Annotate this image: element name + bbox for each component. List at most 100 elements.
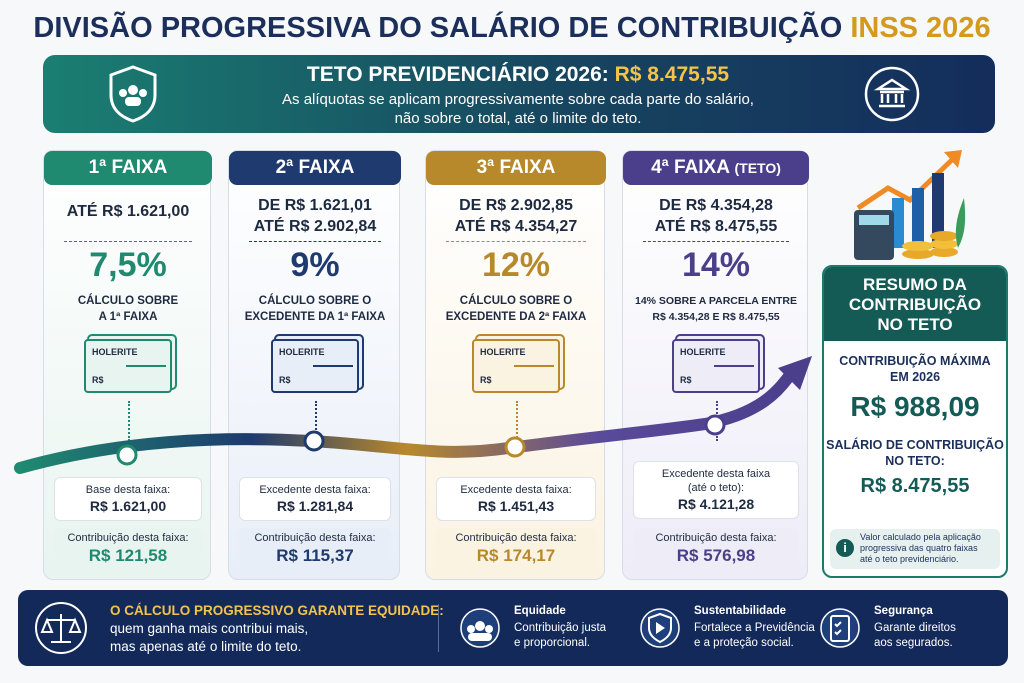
- summary-max-label: CONTRIBUIÇÃO MÁXIMA EM 2026: [824, 353, 1006, 385]
- contribution-label: Contribuição desta faixa:: [254, 532, 376, 544]
- contribution-label: Contribuição desta faixa:: [67, 532, 189, 544]
- base-box: Base desta faixa: R$ 1.621,00: [54, 477, 202, 521]
- bracket-range-line: ATÉ R$ 8.475,55: [654, 218, 778, 235]
- bracket-divider: [643, 241, 789, 242]
- base-box: Excedente desta faixa: R$ 1.281,84: [239, 477, 391, 521]
- payslip-currency: R$: [92, 375, 104, 385]
- bracket-header: 4ª FAIXA (TETO): [623, 151, 809, 185]
- bracket-card: 3ª FAIXA DE R$ 2.902,85 ATÉ R$ 4.354,27 12%…: [425, 150, 606, 580]
- bracket-divider: [64, 241, 192, 242]
- footer-item-title: Equidade: [514, 605, 566, 617]
- bracket-rate: 12%: [481, 246, 551, 284]
- summary-salary-line: NO TETO:: [885, 454, 945, 468]
- footer-item: Sustentabilidade Fortalece a Previdência e…: [694, 604, 815, 651]
- contribution-box: Contribuição desta faixa: R$ 174,17: [436, 528, 596, 574]
- info-icon: i: [836, 539, 854, 557]
- bracket-range-line: DE R$ 4.354,28: [659, 197, 773, 214]
- bracket-range-line: ATÉ R$ 4.354,27: [454, 218, 578, 235]
- bracket-range: DE R$ 2.902,85 ATÉ R$ 4.354,27: [426, 195, 606, 237]
- footer-item-line: e proporcional.: [514, 637, 591, 649]
- bracket-description-line: EXCEDENTE DA 1ª FAIXA: [244, 311, 386, 323]
- bracket-range: DE R$ 4.354,28 ATÉ R$ 8.475,55: [623, 195, 809, 237]
- banner-lines: As alíquotas se aplicam progressivamente…: [193, 90, 843, 128]
- summary-note-line: até o teto previdenciário.: [860, 554, 959, 564]
- payslip-line: [714, 365, 754, 367]
- wave-dot: [303, 430, 325, 452]
- footer-item-line: e a proteção social.: [694, 637, 794, 649]
- summary-note: i Valor calculado pela aplicação progress…: [830, 529, 1000, 569]
- summary-max-line: EM 2026: [889, 370, 941, 384]
- bracket-card: 4ª FAIXA (TETO) DE R$ 4.354,28 ATÉ R$ 8.47…: [622, 150, 809, 580]
- summary-title-line: CONTRIBUIÇÃO: [848, 295, 982, 314]
- footer-line: quem ganha mais contribui mais,: [110, 621, 309, 636]
- bracket-range-line: DE R$ 1.621,01: [258, 197, 372, 214]
- base-box: Excedente desta faixa: R$ 1.451,43: [436, 477, 596, 521]
- footer-item-icon: [460, 608, 500, 648]
- payslip-line: [514, 365, 554, 367]
- footer-item-line: Contribuição justa: [514, 622, 607, 634]
- banner-value: R$ 8.475,55: [614, 63, 730, 86]
- base-value: R$ 1.621,00: [89, 498, 167, 514]
- title-main: DIVISÃO PROGRESSIVA DO SALÁRIO DE CONTRI…: [33, 12, 843, 44]
- footer-highlight: O CÁLCULO PROGRESSIVO GARANTE EQUIDADE:: [110, 603, 444, 618]
- base-label: Excedente desta faixa:: [460, 484, 572, 496]
- footer-item-line: Garante direitos: [874, 622, 956, 634]
- footer: O CÁLCULO PROGRESSIVO GARANTE EQUIDADE: …: [18, 590, 1008, 666]
- bracket-card: 2ª FAIXA DE R$ 1.621,01 ATÉ R$ 2.902,84 9% C…: [228, 150, 401, 580]
- summary-note-line: progressiva das quatro faixas: [860, 543, 978, 553]
- bracket-range: DE R$ 1.621,01 ATÉ R$ 2.902,84: [229, 195, 401, 237]
- summary-note-text: Valor calculado pela aplicação progressiv…: [860, 532, 981, 565]
- contribution-value: R$ 174,17: [476, 546, 556, 565]
- bracket-divider: [446, 241, 586, 242]
- summary-note-line: Valor calculado pela aplicação: [860, 532, 981, 542]
- footer-item: Segurança Garante direitos aos segurados.: [874, 604, 956, 651]
- base-label: (até o teto):: [687, 482, 745, 494]
- bracket-range: ATÉ R$ 1.621,00: [44, 201, 212, 222]
- bracket-rate: 14%: [681, 246, 751, 284]
- bracket-description-line: R$ 4.354,28 E R$ 8.475,55: [652, 311, 780, 323]
- payslip-line: [126, 365, 166, 367]
- summary-title: RESUMO DA CONTRIBUIÇÃO NO TETO: [824, 267, 1006, 341]
- bracket-description: CÁLCULO SOBRE A 1ª FAIXA: [44, 293, 212, 325]
- payslip-label: HOLERITE: [279, 347, 325, 357]
- payslip: HOLERITE R$: [672, 339, 760, 393]
- contribution-box: Contribuição desta faixa: R$ 576,98: [633, 528, 799, 574]
- payslip-currency: R$: [480, 375, 492, 385]
- scale-icon: [35, 602, 87, 654]
- bracket-card: 1ª FAIXA ATÉ R$ 1.621,00 7,5% CÁLCULO SOBRE…: [43, 150, 212, 580]
- bracket-range-line: DE R$ 2.902,85: [459, 197, 573, 214]
- chart-icon: [854, 150, 966, 260]
- connector: [315, 401, 317, 441]
- payslip-label: HOLERITE: [92, 347, 138, 357]
- payslip: HOLERITE R$: [84, 339, 172, 393]
- payslip: HOLERITE R$: [271, 339, 359, 393]
- base-value: R$ 1.451,43: [477, 498, 555, 514]
- footer-statement: O CÁLCULO PROGRESSIVO GARANTE EQUIDADE: …: [110, 602, 444, 656]
- bracket-description: CÁLCULO SOBRE O EXCEDENTE DA 1ª FAIXA: [229, 293, 401, 325]
- bracket-description-line: 14% SOBRE A PARCELA ENTRE: [635, 295, 797, 307]
- base-label: Excedente desta faixa:: [259, 484, 371, 496]
- contribution-box: Contribuição desta faixa: R$ 121,58: [54, 528, 202, 574]
- payslip-currency: R$: [680, 375, 692, 385]
- footer-item-icon: [820, 608, 860, 648]
- payslip-label: HOLERITE: [680, 347, 726, 357]
- shield-icon: [109, 65, 157, 123]
- summary-salary-value: R$ 8.475,55: [860, 475, 970, 497]
- summary-max-line: CONTRIBUIÇÃO MÁXIMA: [839, 354, 991, 368]
- banner-heading: TETO PREVIDENCIÁRIO 2026: R$ 8.475,55: [193, 63, 843, 87]
- connector: [516, 401, 518, 441]
- bracket-header-note: (TETO): [734, 160, 781, 176]
- payslip-currency: R$: [279, 375, 291, 385]
- bracket-header-text: 3ª FAIXA: [476, 157, 556, 178]
- footer-item-line: Fortalece a Previdência: [694, 622, 815, 634]
- footer-item-title: Sustentabilidade: [694, 605, 787, 617]
- summary-title-line: NO TETO: [877, 315, 953, 334]
- base-label: Excedente desta faixa: [661, 468, 771, 480]
- footer-item-title: Segurança: [874, 605, 933, 617]
- summary-salary-line: SALÁRIO DE CONTRIBUIÇÃO: [826, 438, 1004, 452]
- bracket-header-text: 4ª FAIXA: [651, 157, 730, 178]
- bracket-range-line: ATÉ R$ 2.902,84: [253, 218, 377, 235]
